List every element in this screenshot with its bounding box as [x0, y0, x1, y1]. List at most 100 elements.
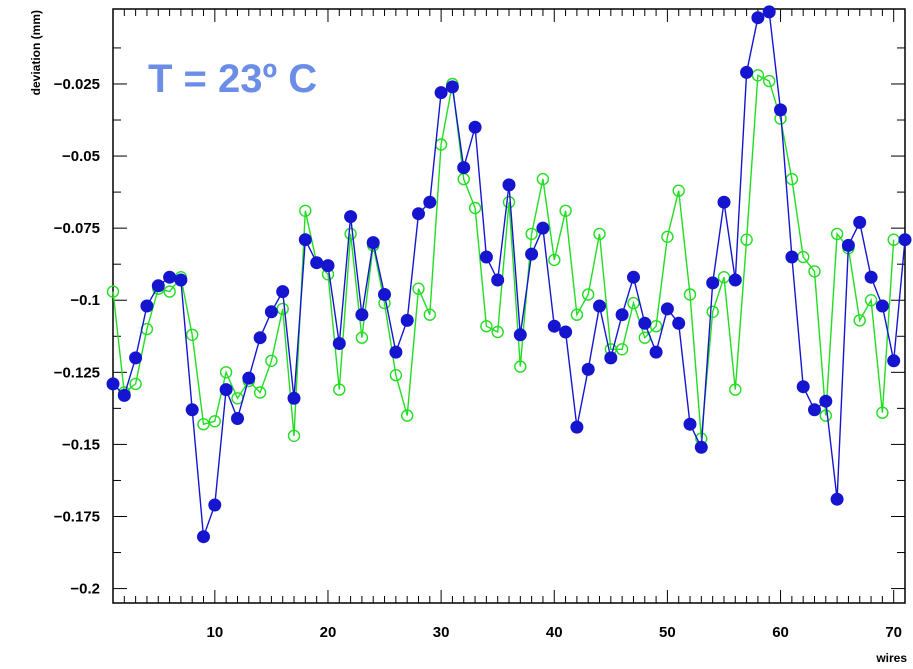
data-point: [276, 285, 290, 299]
data-point: [898, 233, 912, 247]
data-point: [129, 377, 142, 391]
data-point: [197, 418, 210, 431]
data-point: [264, 305, 278, 319]
data-point: [163, 270, 177, 284]
data-point: [513, 328, 527, 342]
series-layer: [106, 5, 912, 544]
x-tick-label: 60: [772, 624, 789, 641]
data-point: [502, 178, 516, 192]
y-tick-label: −0.1: [70, 292, 100, 309]
data-point: [615, 308, 629, 322]
data-point: [627, 270, 640, 284]
data-point: [593, 227, 606, 241]
data-point: [117, 388, 131, 402]
data-point: [559, 325, 573, 339]
data-point: [332, 337, 346, 350]
data-point: [298, 233, 312, 247]
data-point: [762, 5, 776, 19]
y-axis-title: deviation (mm): [29, 10, 43, 95]
data-point: [819, 409, 832, 422]
data-point: [797, 250, 810, 264]
data-point: [536, 172, 550, 186]
data-point: [276, 302, 289, 316]
data-point: [819, 394, 833, 408]
data-point: [525, 247, 539, 261]
data-point: [174, 273, 188, 287]
data-point: [853, 314, 866, 327]
data-point: [321, 259, 335, 273]
data-point: [853, 215, 867, 229]
data-point: [627, 296, 640, 310]
y-tick-label: −0.05: [62, 148, 100, 165]
data-point: [299, 204, 312, 218]
data-point: [344, 210, 358, 224]
data-point: [389, 369, 403, 382]
y-tick-label: −0.2: [70, 581, 100, 598]
y-tick-label: −0.025: [54, 76, 100, 93]
data-point: [265, 354, 278, 367]
data-point: [197, 530, 210, 544]
data-point: [253, 331, 267, 345]
data-point: [479, 250, 493, 264]
data-point: [887, 354, 901, 368]
data-point: [242, 371, 256, 385]
data-point: [401, 409, 414, 422]
data-point: [717, 195, 731, 209]
data-point: [706, 276, 720, 290]
data-point: [887, 233, 900, 246]
data-point: [185, 403, 199, 417]
x-tick-label: 50: [659, 624, 676, 641]
data-point: [582, 288, 595, 301]
data-point: [683, 417, 697, 431]
data-point: [355, 308, 369, 322]
data-point: [763, 74, 776, 88]
data-point: [208, 415, 222, 428]
data-point: [140, 299, 154, 313]
data-point: [480, 320, 493, 333]
data-point: [163, 285, 176, 298]
data-point: [717, 271, 731, 284]
data-point: [185, 328, 199, 341]
data-point: [694, 440, 708, 454]
data-point: [491, 325, 504, 339]
data-point: [740, 65, 754, 79]
data-point: [774, 103, 787, 117]
data-point: [310, 256, 324, 270]
data-point: [129, 351, 143, 365]
data-point: [491, 273, 505, 287]
data-point: [366, 236, 380, 250]
data-point: [875, 299, 889, 313]
data-point: [423, 195, 437, 209]
data-point: [434, 138, 448, 151]
data-point: [808, 403, 821, 417]
data-point: [638, 316, 652, 330]
data-point: [570, 308, 584, 321]
data-point: [423, 308, 436, 321]
data-point: [333, 383, 346, 396]
data-point: [106, 285, 120, 298]
data-point: [434, 86, 448, 100]
x-tick-label: 40: [546, 624, 563, 641]
data-point: [841, 238, 855, 252]
data-point: [785, 250, 799, 264]
data-point: [468, 201, 482, 215]
data-point: [785, 172, 799, 186]
temperature-annotation: T = 23º C: [148, 57, 317, 101]
data-point: [830, 492, 844, 506]
data-point: [355, 331, 369, 344]
y-tick-labels: −0.2 −0.175 −0.15 −0.125 −0.1 −0.075 −0.05 −0.0…: [54, 76, 100, 598]
x-tick-label: 20: [320, 624, 337, 641]
y-tick-label: −0.15: [62, 436, 100, 453]
data-point: [231, 412, 244, 425]
data-point: [661, 230, 674, 244]
y-tick-label: −0.175: [54, 508, 100, 525]
data-point: [400, 313, 414, 327]
data-point: [525, 227, 538, 241]
data-point: [649, 345, 663, 359]
data-point: [457, 172, 470, 186]
data-point: [253, 386, 267, 399]
data-point: [570, 420, 584, 434]
data-point: [729, 383, 742, 396]
series-line: [112, 74, 895, 439]
data-point: [672, 184, 685, 197]
